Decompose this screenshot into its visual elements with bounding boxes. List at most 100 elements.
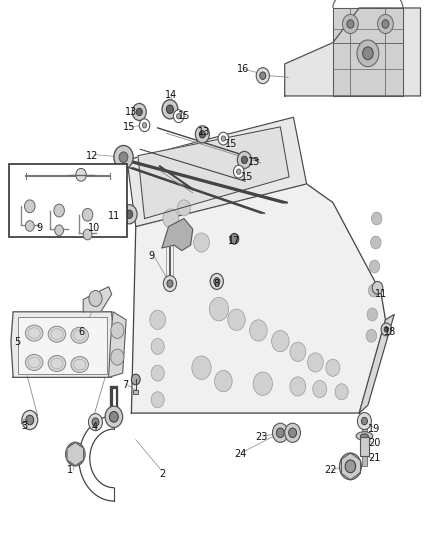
Text: 23: 23: [256, 432, 268, 442]
Text: 17: 17: [228, 236, 240, 246]
Ellipse shape: [71, 357, 88, 373]
Bar: [360, 437, 369, 456]
Circle shape: [285, 423, 300, 442]
Text: 2: 2: [159, 470, 165, 479]
Circle shape: [290, 377, 306, 396]
Circle shape: [272, 330, 289, 352]
Circle shape: [131, 374, 140, 385]
Circle shape: [151, 365, 164, 381]
Circle shape: [218, 132, 229, 145]
Circle shape: [88, 414, 102, 431]
Text: 15: 15: [241, 172, 254, 182]
Circle shape: [25, 200, 35, 213]
Text: 22: 22: [325, 465, 337, 475]
Circle shape: [209, 297, 229, 321]
Text: 13: 13: [125, 107, 138, 117]
Circle shape: [166, 105, 173, 114]
Circle shape: [194, 233, 209, 252]
Text: 4: 4: [91, 423, 97, 432]
Circle shape: [55, 225, 64, 236]
Circle shape: [276, 428, 284, 438]
Polygon shape: [285, 8, 420, 96]
Circle shape: [151, 392, 164, 408]
Circle shape: [119, 152, 128, 163]
Circle shape: [272, 423, 288, 442]
Ellipse shape: [25, 354, 43, 370]
Circle shape: [126, 210, 133, 219]
Circle shape: [221, 136, 226, 141]
Circle shape: [230, 233, 239, 244]
Polygon shape: [127, 117, 307, 227]
Polygon shape: [131, 184, 385, 413]
Circle shape: [347, 20, 354, 28]
Circle shape: [307, 353, 323, 372]
Bar: [18, 317, 107, 374]
Circle shape: [132, 103, 146, 120]
Circle shape: [237, 151, 251, 168]
Circle shape: [76, 168, 86, 181]
Circle shape: [215, 370, 232, 392]
Circle shape: [368, 284, 379, 297]
Text: 11: 11: [108, 211, 120, 221]
Circle shape: [237, 169, 241, 174]
Circle shape: [111, 322, 124, 338]
Circle shape: [66, 442, 85, 466]
Circle shape: [371, 236, 381, 249]
Polygon shape: [83, 287, 112, 312]
Ellipse shape: [360, 434, 368, 438]
Polygon shape: [67, 442, 84, 466]
Text: 12: 12: [86, 151, 98, 160]
Circle shape: [381, 323, 392, 336]
Circle shape: [378, 14, 393, 34]
Text: 14: 14: [165, 90, 177, 100]
Circle shape: [105, 406, 123, 427]
Text: 7: 7: [122, 380, 128, 390]
Text: 15: 15: [178, 111, 190, 121]
Text: 20: 20: [368, 439, 381, 448]
Text: 8: 8: [214, 279, 220, 288]
Circle shape: [173, 110, 184, 123]
Ellipse shape: [48, 326, 66, 342]
Circle shape: [110, 411, 118, 422]
Bar: [9, 164, 127, 237]
Circle shape: [195, 126, 209, 143]
Circle shape: [367, 308, 378, 321]
Circle shape: [210, 273, 223, 289]
Circle shape: [136, 108, 142, 116]
Circle shape: [326, 359, 340, 376]
Circle shape: [89, 290, 102, 306]
Circle shape: [142, 123, 147, 128]
Circle shape: [121, 205, 137, 224]
Polygon shape: [359, 314, 394, 413]
Circle shape: [289, 428, 297, 438]
Text: 3: 3: [21, 422, 27, 431]
Circle shape: [250, 320, 267, 341]
Circle shape: [372, 281, 383, 294]
Polygon shape: [162, 219, 193, 251]
Circle shape: [384, 327, 389, 332]
Text: 16: 16: [237, 64, 249, 74]
Text: 6: 6: [78, 327, 84, 336]
Circle shape: [114, 146, 133, 169]
Circle shape: [139, 119, 150, 132]
Circle shape: [366, 329, 377, 342]
Circle shape: [335, 384, 348, 400]
Circle shape: [339, 453, 361, 480]
Text: 11: 11: [375, 289, 387, 299]
Circle shape: [25, 221, 34, 231]
Circle shape: [361, 417, 367, 425]
Text: 10: 10: [88, 223, 100, 233]
Bar: [133, 390, 138, 394]
Bar: [362, 421, 367, 466]
Circle shape: [192, 356, 211, 379]
Circle shape: [163, 276, 177, 292]
Circle shape: [162, 100, 178, 119]
Polygon shape: [11, 312, 114, 377]
Circle shape: [82, 208, 93, 221]
Text: 15: 15: [123, 122, 135, 132]
Text: 19: 19: [368, 424, 381, 434]
Circle shape: [177, 114, 181, 119]
Text: 13: 13: [248, 157, 260, 167]
Circle shape: [253, 372, 272, 395]
Text: 18: 18: [384, 327, 396, 336]
